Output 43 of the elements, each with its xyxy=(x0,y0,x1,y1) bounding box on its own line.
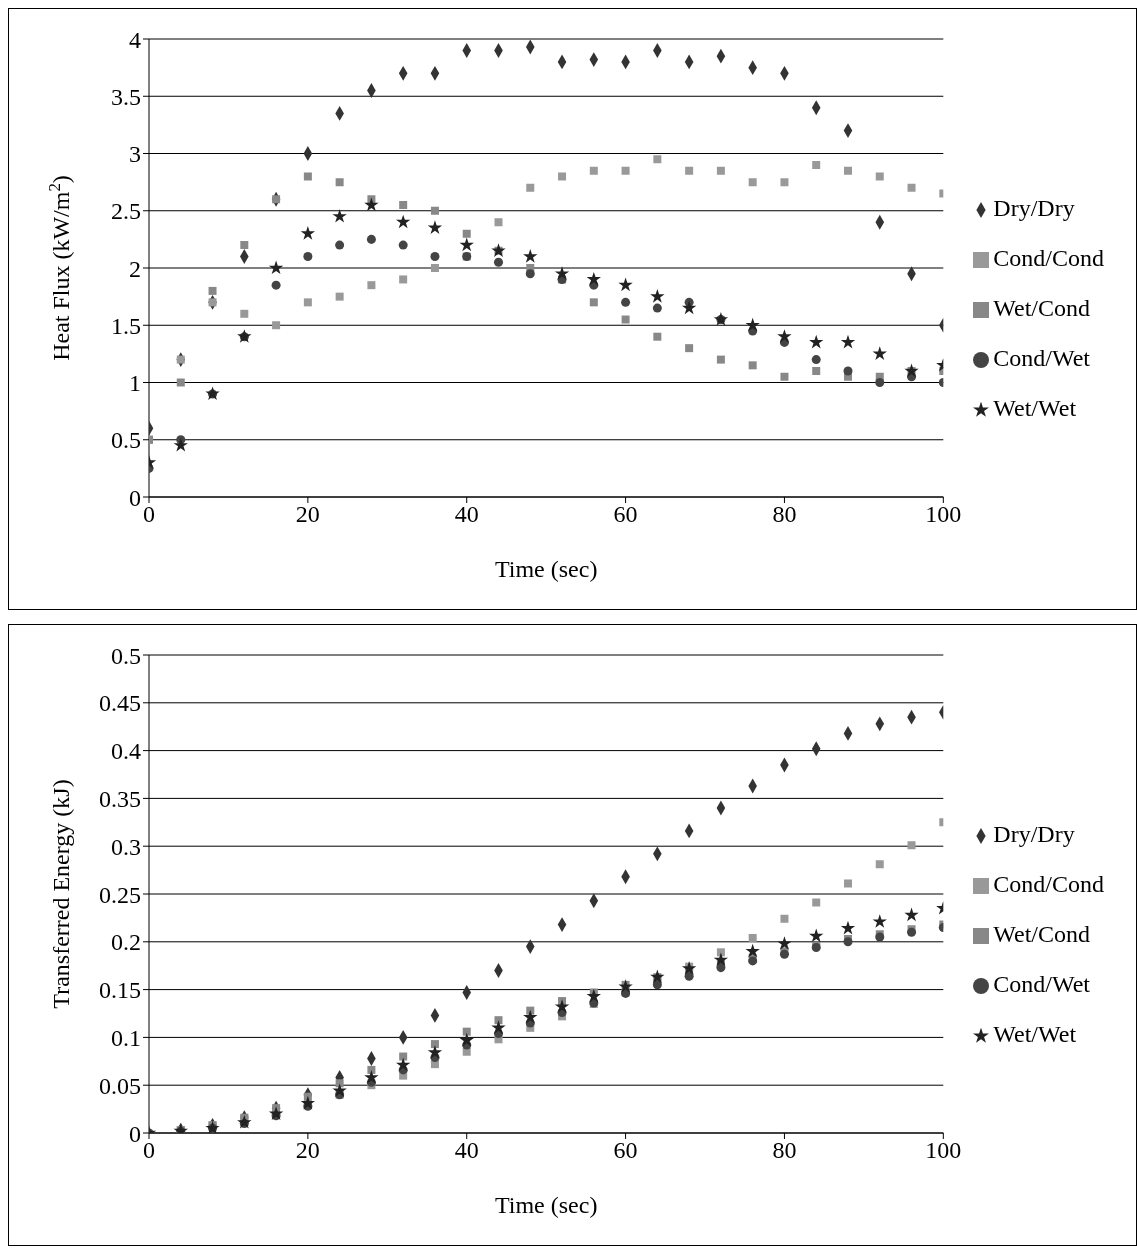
x-tick-label: 100 xyxy=(925,1137,962,1164)
x-tick-label: 20 xyxy=(295,501,320,528)
y-tick-label: 0.15 xyxy=(99,977,141,1004)
y-tick-label: 0.5 xyxy=(111,427,141,454)
legend-label: Cond/Cond xyxy=(993,245,1104,271)
legend-label: Wet/Cond xyxy=(993,295,1091,321)
y-tick-label: 3 xyxy=(129,141,141,168)
legend-label: Dry/Dry xyxy=(993,821,1075,847)
y-tick-label: 0.5 xyxy=(111,642,141,669)
legend-label: Wet/Wet xyxy=(993,395,1077,421)
x-tick-label: 40 xyxy=(454,1137,479,1164)
y-tick-label: 0 xyxy=(129,1120,141,1147)
y-tick-label: 0.1 xyxy=(111,1024,141,1051)
y-tick-label: 0.35 xyxy=(99,785,141,812)
x-axis-title: Time (sec) xyxy=(494,556,598,582)
legend-label: Dry/Dry xyxy=(993,195,1075,221)
y-tick-label: 0.4 xyxy=(111,738,141,765)
x-tick-label: 40 xyxy=(454,501,479,528)
x-tick-label: 20 xyxy=(295,1137,320,1164)
x-tick-label: 80 xyxy=(772,1137,797,1164)
y-tick-label: 4 xyxy=(129,26,141,53)
y-tick-label: 0.3 xyxy=(111,833,141,860)
y-tick-label: 1.5 xyxy=(111,312,141,339)
legend-label: Cond/Wet xyxy=(993,971,1091,997)
y-tick-label: 0.2 xyxy=(111,929,141,956)
legend-label: Cond/Cond xyxy=(993,871,1104,897)
x-tick-label: 60 xyxy=(613,501,638,528)
x-tick-label: 80 xyxy=(772,501,797,528)
x-tick-label: 100 xyxy=(925,501,962,528)
y-tick-label: 1 xyxy=(129,370,141,397)
legend-label: Cond/Wet xyxy=(993,345,1091,371)
y-tick-label: 0.45 xyxy=(99,690,141,717)
y-tick-label: 0.25 xyxy=(99,881,141,908)
x-tick-label: 60 xyxy=(613,1137,638,1164)
legend-label: Wet/Cond xyxy=(993,921,1091,947)
y-axis-title: Transferred Energy (kJ) xyxy=(48,779,74,1009)
y-tick-label: 2.5 xyxy=(111,198,141,225)
y-tick-label: 3.5 xyxy=(111,83,141,110)
y-tick-label: 0 xyxy=(129,484,141,511)
y-tick-label: 2 xyxy=(129,255,141,282)
legend-label: Wet/Wet xyxy=(993,1021,1077,1047)
x-axis-title: Time (sec) xyxy=(494,1192,598,1218)
y-tick-label: 0.05 xyxy=(99,1072,141,1099)
